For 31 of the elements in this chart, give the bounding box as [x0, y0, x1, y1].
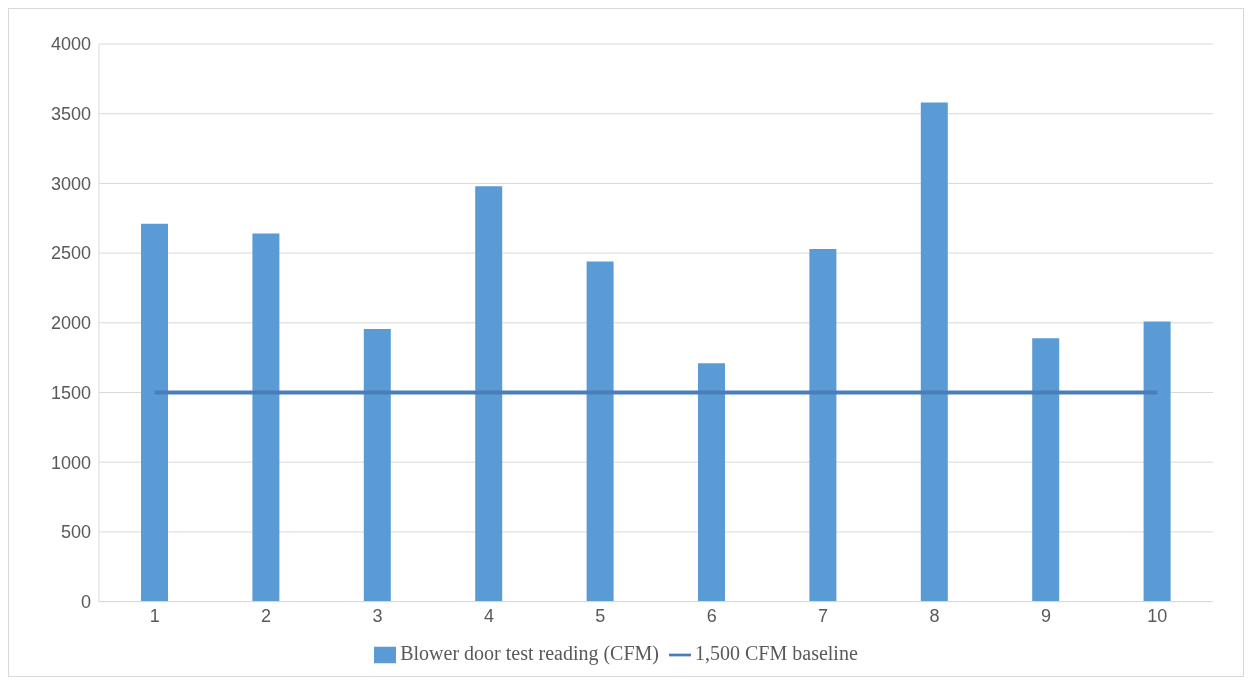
y-tick-label: 2500: [50, 243, 91, 264]
x-tick-label: 3: [372, 606, 383, 627]
bar: [920, 102, 948, 602]
bar: [252, 233, 280, 602]
y-tick-label: 4000: [50, 34, 91, 55]
x-tick-label: 1: [149, 606, 160, 627]
y-tick-label: 3500: [50, 104, 91, 125]
x-tick-label: 6: [706, 606, 717, 627]
x-tick-label: 10: [1147, 606, 1168, 627]
x-tick-label: 9: [1040, 606, 1051, 627]
y-tick-label: 1000: [50, 452, 91, 473]
bar: [1143, 321, 1171, 602]
x-tick-label: 5: [595, 606, 606, 627]
bar: [363, 329, 391, 602]
y-tick-label: 1500: [50, 382, 91, 403]
bar: [698, 363, 725, 602]
x-tick-label: 7: [818, 606, 829, 627]
x-tick-label: 8: [929, 606, 940, 627]
bar: [586, 261, 614, 602]
x-tick-label: 4: [483, 606, 494, 627]
bar: [809, 248, 837, 602]
y-tick-label: 500: [60, 522, 91, 543]
bar: [141, 223, 168, 602]
legend-label: Blower door test reading (CFM): [400, 641, 660, 664]
y-tick-label: 0: [80, 591, 91, 612]
y-tick-label: 3000: [50, 173, 91, 194]
bar: [475, 186, 503, 602]
y-tick-label: 2000: [50, 313, 91, 334]
x-tick-label: 2: [261, 606, 272, 627]
bar: [1032, 338, 1060, 602]
legend-label: 1,500 CFM baseline: [695, 641, 858, 664]
